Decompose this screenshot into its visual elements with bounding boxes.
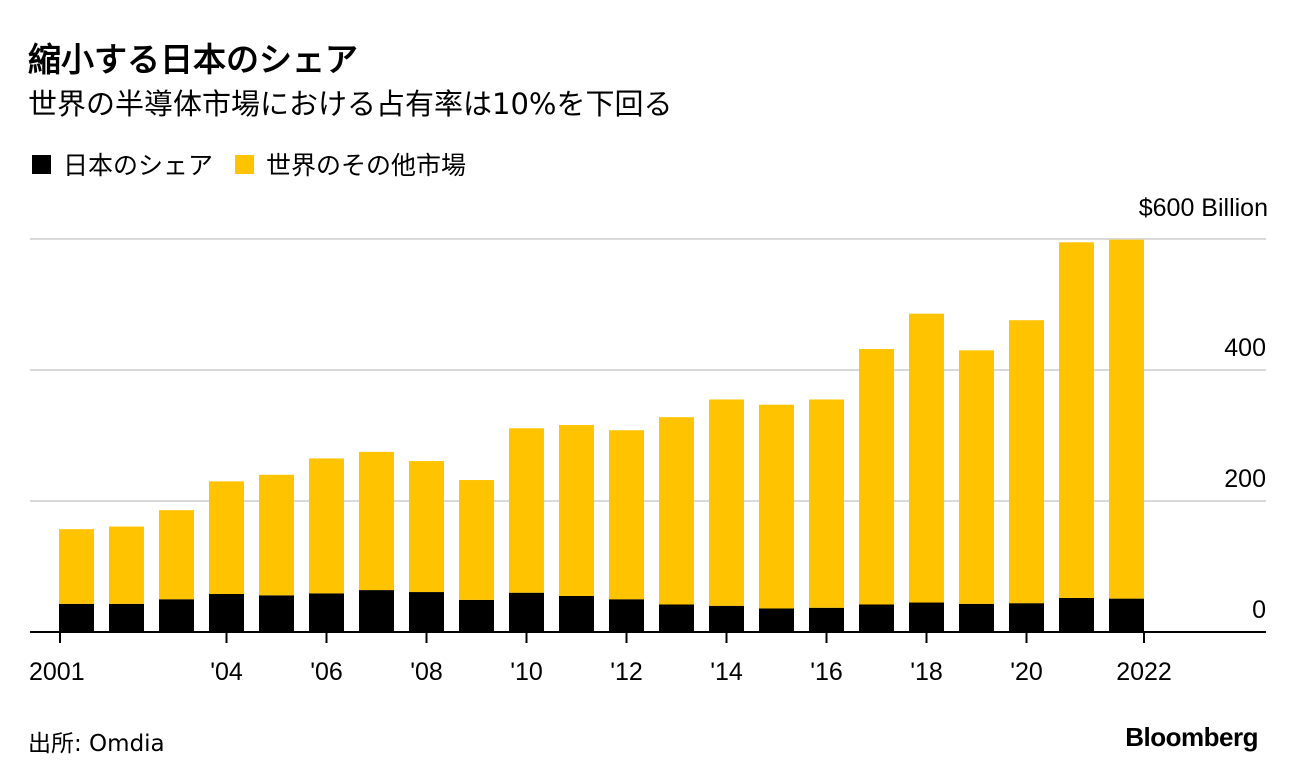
legend-item-rest-of-world: 世界のその他市場 — [235, 146, 466, 182]
x-tick-label: '10 — [510, 658, 543, 686]
x-tick-label: 2001 — [29, 658, 85, 686]
x-tick-label: '18 — [910, 658, 943, 686]
bar-rest-of-world-2021 — [1059, 242, 1094, 598]
y-tick-label: 0 — [1252, 596, 1266, 624]
bar-japan-2014 — [709, 605, 744, 632]
bars — [59, 239, 1144, 632]
bar-rest-of-world-2003 — [159, 510, 194, 600]
bar-rest-of-world-2018 — [909, 313, 944, 603]
bar-rest-of-world-2019 — [959, 350, 994, 604]
x-tick-label: '20 — [1010, 658, 1043, 686]
bar-japan-2017 — [859, 604, 894, 632]
bar-japan-2008 — [409, 592, 444, 632]
legend-swatch-rest-of-world — [235, 154, 255, 174]
bar-japan-2002 — [109, 603, 144, 632]
bar-japan-2011 — [559, 595, 594, 632]
bar-rest-of-world-2013 — [659, 417, 694, 605]
bar-japan-2009 — [459, 599, 494, 632]
x-tick-label: '08 — [410, 658, 443, 686]
bar-rest-of-world-2011 — [559, 425, 594, 596]
bar-japan-2005 — [259, 595, 294, 632]
legend-swatch-japan — [32, 154, 51, 174]
bar-japan-2006 — [309, 593, 344, 632]
bar-japan-2021 — [1059, 597, 1094, 632]
y-tick-label: 200 — [1224, 465, 1266, 493]
x-tick-label: '04 — [210, 658, 243, 686]
bar-rest-of-world-2010 — [509, 428, 544, 593]
bar-japan-2012 — [609, 599, 644, 632]
bar-rest-of-world-2022 — [1109, 239, 1144, 599]
bar-rest-of-world-2001 — [59, 529, 94, 604]
bar-rest-of-world-2014 — [709, 399, 744, 606]
bar-rest-of-world-2005 — [259, 474, 294, 596]
bar-japan-2010 — [509, 592, 544, 632]
y-axis-labels: 0 200 400 — [1224, 334, 1266, 624]
bar-japan-2015 — [759, 608, 794, 632]
bar-japan-2022 — [1109, 598, 1144, 632]
bar-rest-of-world-2017 — [859, 349, 894, 605]
x-tick-label: '06 — [310, 658, 343, 686]
bar-rest-of-world-2016 — [809, 399, 844, 608]
bar-japan-2016 — [809, 607, 844, 632]
source-note: 出所: Omdia — [28, 731, 165, 757]
bar-japan-2018 — [909, 602, 944, 632]
bar-rest-of-world-2002 — [109, 526, 144, 604]
bar-rest-of-world-2020 — [1009, 320, 1044, 604]
legend-label-japan: 日本のシェア — [63, 151, 214, 180]
bar-japan-2019 — [959, 603, 994, 632]
bar-japan-2020 — [1009, 603, 1044, 632]
bar-rest-of-world-2015 — [759, 404, 794, 609]
x-tick-label: 2022 — [1116, 658, 1172, 686]
bar-rest-of-world-2004 — [209, 481, 244, 595]
bar-japan-2013 — [659, 604, 694, 632]
bar-rest-of-world-2008 — [409, 461, 444, 593]
x-axis: 2001 '04 '06 '08 '10 '12 '14 '16 '18 '20 2022 — [29, 631, 1266, 686]
chart-title: 縮小する日本のシェア — [28, 40, 358, 79]
chart-subtitle: 世界の半導体市場における占有率は10%を下回る — [28, 87, 673, 121]
bar-japan-2003 — [159, 599, 194, 632]
x-tick-label: '16 — [810, 658, 843, 686]
legend-label-rest-of-world: 世界のその他市場 — [266, 151, 467, 180]
bar-japan-2001 — [59, 603, 94, 632]
bar-rest-of-world-2007 — [359, 451, 394, 591]
y-tick-label: 400 — [1224, 334, 1266, 362]
y-axis-unit-label: $600 Billion — [1138, 194, 1268, 222]
legend: 日本のシェア 世界のその他市場 — [32, 146, 488, 182]
x-tick-label: '12 — [610, 658, 643, 686]
legend-item-japan: 日本のシェア — [32, 146, 213, 182]
bar-rest-of-world-2012 — [609, 430, 644, 600]
bloomberg-logo: Bloomberg — [1125, 722, 1258, 752]
bar-rest-of-world-2006 — [309, 458, 344, 594]
bar-rest-of-world-2009 — [459, 480, 494, 600]
bar-japan-2004 — [209, 594, 244, 632]
bar-japan-2007 — [359, 590, 394, 632]
x-tick-label: '14 — [710, 658, 743, 686]
